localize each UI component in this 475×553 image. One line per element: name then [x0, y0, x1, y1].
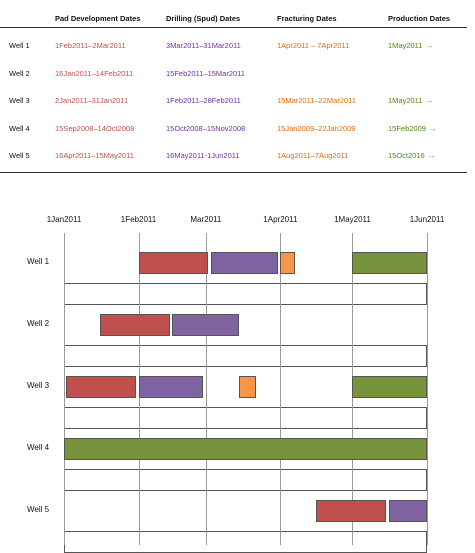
table-top-rule: [0, 27, 467, 28]
x-tick-label: 1May2011: [334, 215, 371, 224]
pad-dates-well-3: 2Jan2011–31Jan2011: [55, 96, 129, 105]
header-production: Production Dates: [388, 14, 451, 23]
y-category-label: Well 3: [27, 381, 50, 390]
header-drilling: Drilling (Spud) Dates: [166, 14, 241, 23]
gantt-bar-prod: [352, 252, 427, 274]
prod-date-well-5: 15Oct2016 →: [388, 151, 436, 160]
row-frame-1: [64, 283, 427, 305]
frac-dates-well-4: 15Jan2009–22Jan2009: [277, 124, 356, 133]
pad-dates-well-1: 1Feb2011–2Mar2011: [55, 41, 126, 50]
table-bottom-rule: [0, 172, 467, 173]
drill-dates-well-1: 3Mar2011–31Mar2011: [166, 41, 241, 50]
frac-dates-well-3: 15Mar2011–22Mar2011: [277, 96, 356, 105]
gantt-bar-pad: [100, 314, 170, 336]
y-category-label: Well 1: [27, 257, 50, 266]
prod-date-well-3: 1May2011 →: [388, 96, 433, 105]
y-category-label: Well 2: [27, 319, 50, 328]
well-dates-table: Pad Development Dates Drilling (Spud) Da…: [0, 0, 475, 180]
gridline: [280, 233, 281, 545]
x-tick-label: 1Feb2011: [120, 215, 157, 224]
gantt-chart: 1Jan2011 1Feb2011 Mar2011 1Apr2011 1May2011 1…: [0, 200, 475, 553]
prod-date-well-1: 1May2011 →: [388, 41, 433, 50]
gantt-bar-prod: [352, 376, 427, 398]
gridline: [64, 233, 65, 545]
arrow-right-icon: →: [425, 41, 433, 50]
arrow-right-icon: →: [427, 151, 436, 160]
x-tick-label: 1Jun2011: [409, 215, 445, 224]
y-category-label: Well 5: [27, 505, 50, 514]
frac-dates-well-1: 1Apr2011 – 7Apr2011: [277, 41, 350, 50]
drill-dates-well-4: 15Oct2008–15Nov2008: [166, 124, 246, 133]
drill-dates-well-3: 1Feb2011–28Feb2011: [166, 96, 241, 105]
gantt-bar-pad: [316, 500, 387, 522]
row-frame-2: [64, 345, 427, 367]
header-pad-development: Pad Development Dates: [55, 14, 141, 23]
header-fracturing: Fracturing Dates: [277, 14, 337, 23]
gridline: [206, 233, 207, 545]
row-label-well-5: Well 5: [9, 151, 30, 160]
row-frame-3: [64, 407, 427, 429]
x-tick-label: 1Jan2011: [46, 215, 82, 224]
pad-dates-well-2: 16Jan2011–14Feb2011: [55, 69, 134, 78]
y-category-label: Well 4: [27, 443, 50, 452]
prod-date-well-4: 15Feb2009 →: [388, 124, 437, 133]
gantt-bar-pad: [66, 376, 137, 398]
pad-dates-well-5: 16Apr2011–15May2011: [55, 151, 134, 160]
frac-dates-well-5: 1Aug2011–7Aug2011: [277, 151, 349, 160]
gantt-bar-frac: [280, 252, 295, 274]
pad-dates-well-4: 15Sep2008–14Oct2008: [55, 124, 135, 133]
arrow-right-icon: →: [425, 96, 433, 105]
gantt-bar-prod: [64, 438, 427, 460]
x-tick-label: Mar2011: [190, 215, 222, 224]
gantt-bar-drill: [138, 376, 204, 398]
gantt-bar-drill: [210, 252, 278, 274]
row-label-well-3: Well 3: [9, 96, 30, 105]
row-label-well-4: Well 4: [9, 124, 30, 133]
row-label-well-1: Well 1: [9, 41, 30, 50]
row-frame-4: [64, 469, 427, 491]
gantt-bar-drill: [172, 314, 240, 336]
gantt-bar-pad: [138, 252, 209, 274]
arrow-right-icon: →: [428, 124, 437, 133]
drill-dates-well-5: 16May2011-1Jun2011: [166, 151, 240, 160]
drill-dates-well-2: 15Feb2011–15Mar2011: [166, 69, 245, 78]
gridline: [427, 233, 428, 545]
row-label-well-2: Well 2: [9, 69, 30, 78]
x-tick-label: 1Apr2011: [263, 215, 298, 224]
gantt-bar-drill: [388, 500, 427, 522]
gantt-bar-frac: [239, 376, 257, 398]
